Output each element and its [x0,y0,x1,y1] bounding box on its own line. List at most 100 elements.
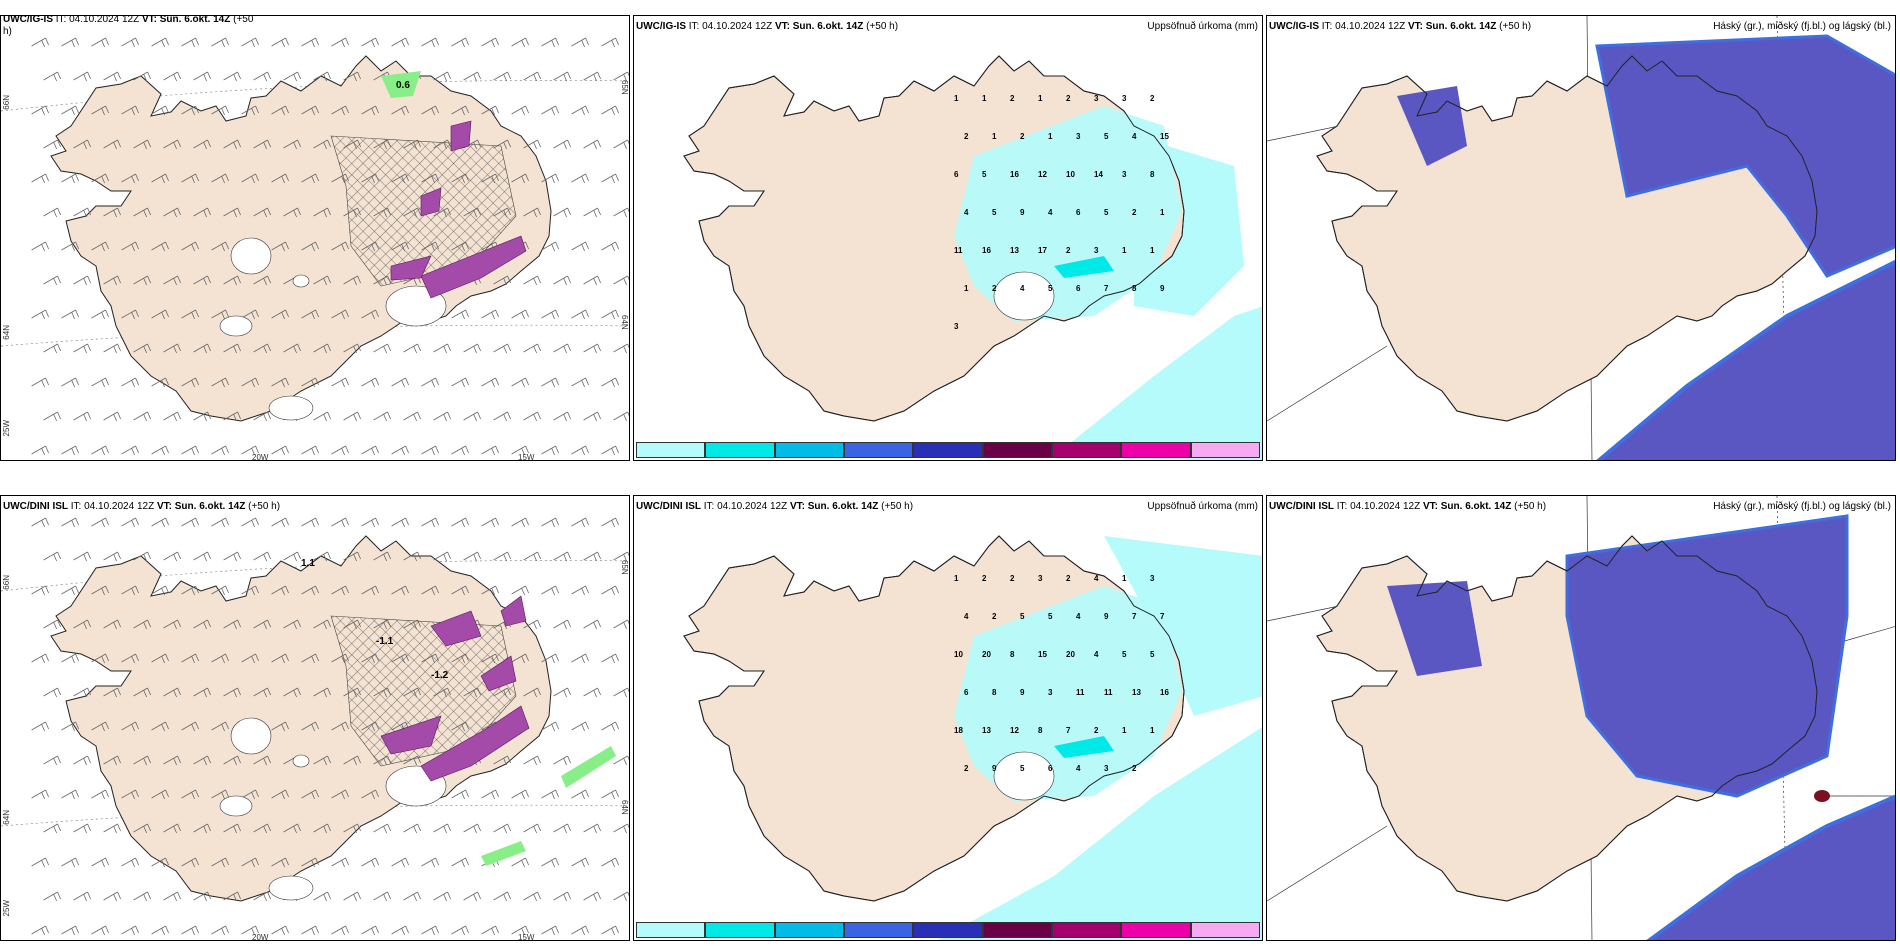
wind-barb [523,891,541,902]
wind-barb [301,173,319,184]
wind-barb [91,721,109,732]
wind-barb [43,551,61,562]
precip-band-shape [480,655,517,692]
wind-barb [103,343,121,354]
glacier-area [230,717,272,755]
wind-barb [283,207,301,218]
wind-barb [193,823,211,834]
wind-barb [301,37,319,48]
wind-barb [511,517,529,528]
precip-band-shape [420,705,530,782]
wind-barb [193,139,211,150]
wind-barb [523,139,541,150]
wind-barb [151,37,169,48]
precip-band-shape [420,235,527,299]
wind-barb [193,71,211,82]
wind-barb [43,687,61,698]
precip-value-label: 5 [992,208,997,217]
wind-barb [493,891,511,902]
wind-barb [313,275,331,286]
wind-barb [601,721,619,732]
wind-barb [373,551,391,562]
wind-barb [133,275,151,286]
cloud-map [1267,16,1895,460]
precip-value-label: 6 [1048,764,1053,773]
wind-barb [571,585,589,596]
wind-barb [481,37,499,48]
wind-barb [301,857,319,868]
wind-barb [181,925,199,936]
wind-barb [193,755,211,766]
wind-barb [493,71,511,82]
wind-barb [331,309,349,320]
wind-barb [553,619,571,630]
wind-barb [451,377,469,388]
wind-barb [43,755,61,766]
precip-value-label: 2 [1010,574,1015,583]
wind-barb [571,105,589,116]
colorbar-tick-label: 200 [1122,459,1135,460]
wind-barb [223,687,241,698]
wind-barb [433,823,451,834]
wind-barb [61,309,79,320]
wind-barb [193,275,211,286]
cloud-map [1267,496,1895,940]
wind-barb [151,585,169,596]
wind-barb [403,891,421,902]
colorbar-tick-label: 150 [1053,459,1066,460]
panel-subtitle: Háský (gr.), miðský (fj.bl.) og lágský (… [1713,21,1891,32]
precip-value-label: 1 [954,574,959,583]
wind-barb [163,687,181,698]
colorbar-tick-label: 100 [984,459,997,460]
precip-value-label: 2 [992,284,997,293]
precip-value-label: 2 [1066,94,1071,103]
glacier-area [268,395,314,421]
glacier-area [993,271,1055,321]
precip-value-label: 16 [1160,688,1169,697]
wind-barb [613,687,629,698]
wind-barb [91,585,109,596]
iceland-outline [1316,535,1818,902]
wind-barb [481,309,499,320]
wind-barb [391,445,409,456]
wind-barb [91,309,109,320]
wind-barb [361,925,379,936]
wind-barb [283,343,301,354]
wind-barb [271,173,289,184]
wind-barb [193,551,211,562]
wind-barb [313,551,331,562]
precip-value-label: 8 [1132,284,1137,293]
wind-barb [61,37,79,48]
wind-barb [283,71,301,82]
wind-barb [271,517,289,528]
wind-barb [523,275,541,286]
wind-barb [181,37,199,48]
wind-barb [151,377,169,388]
colorbar-swatch [636,922,706,938]
precip-value-label: 10 [1066,170,1075,179]
wind-barb [481,445,499,456]
wind-barb [253,891,271,902]
precip-core [1054,256,1114,278]
wind-barb [211,653,229,664]
wind-barb [103,275,121,286]
wind-barb [613,551,629,562]
wind-barb [31,309,49,320]
wind-barb [163,755,181,766]
wind-barb [523,207,541,218]
precip-value-label: 2 [982,574,987,583]
wind-barb [583,891,601,902]
wind-barb [181,789,199,800]
wind-barb [613,891,629,902]
wind-barb [163,71,181,82]
glacier-area [230,237,272,275]
panel-title: UWC/DINI ISL IT: 04.10.2024 12Z VT: Sun.… [636,501,914,512]
wind-barb [73,71,91,82]
colorbar-swatch [913,922,983,938]
wind-barb [61,173,79,184]
precip-value-label: 4 [1094,650,1099,659]
wind-barb [43,891,61,902]
precip-value-label: 1 [1160,208,1165,217]
wind-barb [181,857,199,868]
wind-barb [133,823,151,834]
